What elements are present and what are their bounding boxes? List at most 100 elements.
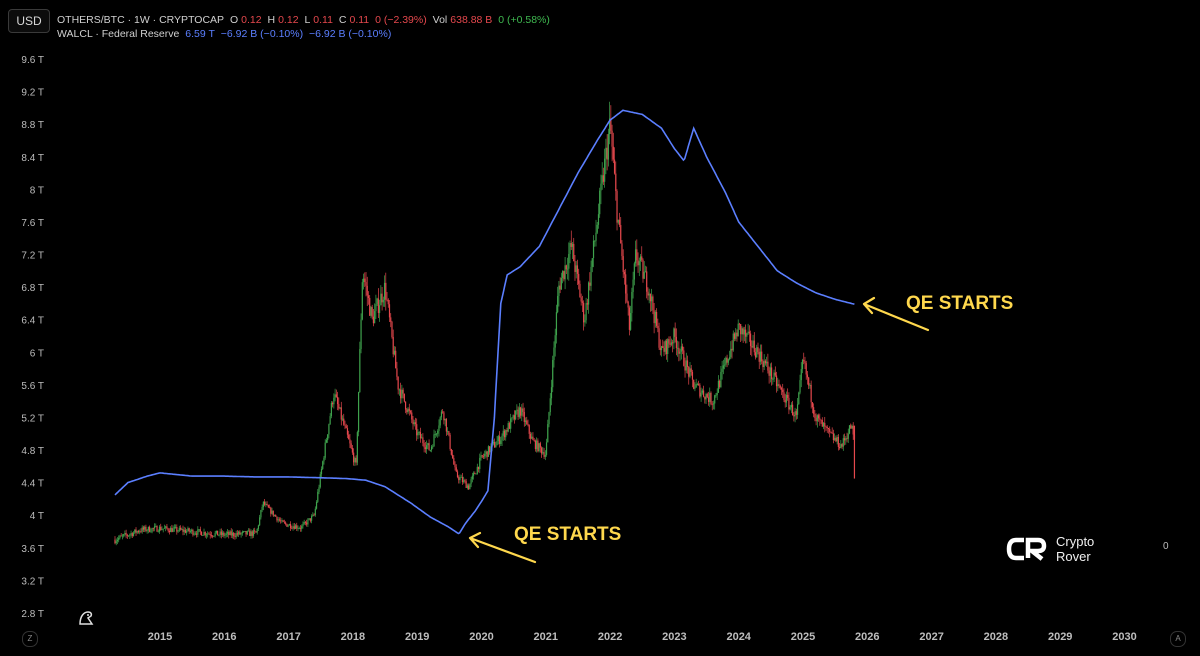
candle-body bbox=[137, 531, 140, 533]
auto-scale-button[interactable]: A bbox=[1170, 631, 1186, 647]
candle-body bbox=[381, 293, 383, 303]
candle-body bbox=[461, 476, 464, 483]
candle-body bbox=[401, 389, 403, 399]
candle-body bbox=[600, 183, 602, 191]
candle-body bbox=[353, 452, 355, 463]
candle-body bbox=[215, 530, 217, 533]
candle-body bbox=[376, 298, 378, 305]
candle-body bbox=[611, 130, 613, 147]
y-tick-label: 7.6 T bbox=[21, 218, 44, 229]
candle-body bbox=[609, 118, 611, 135]
candle-body bbox=[684, 365, 686, 371]
legend-series-2-name[interactable]: WALCL · Federal Reserve bbox=[57, 28, 180, 40]
candle-body bbox=[597, 214, 600, 225]
candle-body bbox=[526, 420, 528, 424]
candle-body bbox=[779, 385, 781, 388]
candle-body bbox=[434, 434, 436, 436]
candle-body bbox=[580, 297, 582, 302]
candle-body bbox=[242, 531, 245, 533]
candle-body bbox=[585, 303, 587, 321]
candle-body bbox=[606, 147, 608, 160]
candle-body bbox=[348, 434, 350, 440]
candle-body bbox=[631, 291, 633, 314]
candle-body bbox=[774, 372, 776, 376]
candle-body bbox=[610, 118, 612, 131]
candle-body bbox=[643, 271, 645, 279]
candle-body bbox=[285, 522, 287, 524]
candle-body bbox=[788, 397, 790, 410]
candle-body bbox=[374, 311, 376, 324]
candle-body bbox=[218, 534, 220, 536]
candle-body bbox=[721, 368, 723, 372]
candle-body bbox=[714, 395, 716, 404]
candle-body bbox=[450, 449, 452, 455]
candle-body bbox=[704, 396, 706, 400]
candle-body bbox=[344, 424, 346, 426]
candle-body bbox=[698, 384, 700, 385]
y-tick-label: 4 T bbox=[30, 511, 44, 522]
candle-body bbox=[628, 307, 630, 330]
candle-body bbox=[393, 350, 396, 355]
candle-body bbox=[626, 293, 628, 302]
candle-body bbox=[417, 432, 419, 436]
candle-body bbox=[202, 535, 204, 536]
candle-body bbox=[741, 328, 743, 335]
candle-body bbox=[479, 457, 481, 470]
candle-body bbox=[435, 433, 438, 435]
candle-body bbox=[234, 536, 236, 538]
candle-body bbox=[719, 380, 721, 387]
candle-body bbox=[764, 360, 767, 364]
candle-body bbox=[850, 425, 852, 429]
y-tick-label: 3.6 T bbox=[21, 544, 44, 555]
candle-body bbox=[658, 328, 660, 348]
candle-body bbox=[550, 387, 553, 399]
candle-body bbox=[566, 268, 569, 270]
x-tick-label: 2019 bbox=[405, 631, 429, 643]
legend-series-1-name[interactable]: OTHERS/BTC · 1W · CRYPTOCAP bbox=[57, 14, 225, 26]
candle-body bbox=[831, 432, 833, 434]
candle-body bbox=[210, 535, 213, 536]
candle-body bbox=[615, 173, 617, 192]
candle-body bbox=[443, 412, 445, 421]
candle-body bbox=[165, 526, 167, 528]
candle-body bbox=[527, 423, 529, 426]
candle-body bbox=[160, 526, 162, 530]
candle-body bbox=[648, 293, 650, 296]
tradingview-logo-icon[interactable] bbox=[76, 606, 98, 628]
currency-scale-button[interactable]: USD bbox=[8, 9, 50, 33]
candle-body bbox=[590, 266, 592, 286]
candle-body bbox=[267, 505, 269, 508]
candle-body bbox=[414, 422, 417, 425]
candle-body bbox=[796, 404, 799, 415]
zoom-toggle-button[interactable]: Z bbox=[22, 631, 38, 647]
candle-body bbox=[470, 479, 472, 484]
candle-body bbox=[200, 531, 203, 536]
annotation-arrow-2 bbox=[862, 296, 930, 332]
candle-body bbox=[121, 535, 124, 537]
candle-body bbox=[759, 351, 762, 362]
candle-body bbox=[746, 333, 748, 337]
candle-body bbox=[135, 529, 137, 533]
candle-body bbox=[564, 265, 566, 280]
candle-body bbox=[769, 367, 771, 376]
candle-body bbox=[505, 430, 507, 438]
candle-body bbox=[309, 518, 311, 521]
candle-body bbox=[259, 517, 261, 526]
watermark-line-1: Crypto bbox=[1056, 534, 1095, 549]
candle-body bbox=[731, 348, 733, 351]
candle-body bbox=[310, 516, 313, 521]
candle-body bbox=[282, 520, 284, 522]
candle-body bbox=[825, 426, 827, 428]
candle-body bbox=[562, 271, 564, 278]
legend-open-value: 0.12 bbox=[241, 14, 262, 26]
candle-body bbox=[544, 454, 546, 457]
candle-body bbox=[288, 524, 290, 526]
candle-body bbox=[213, 535, 215, 537]
candle-body bbox=[521, 408, 523, 416]
candle-body bbox=[641, 256, 643, 260]
candle-body bbox=[507, 423, 509, 432]
candle-body bbox=[772, 379, 774, 380]
candle-body bbox=[523, 411, 525, 422]
candle-body bbox=[293, 526, 295, 529]
